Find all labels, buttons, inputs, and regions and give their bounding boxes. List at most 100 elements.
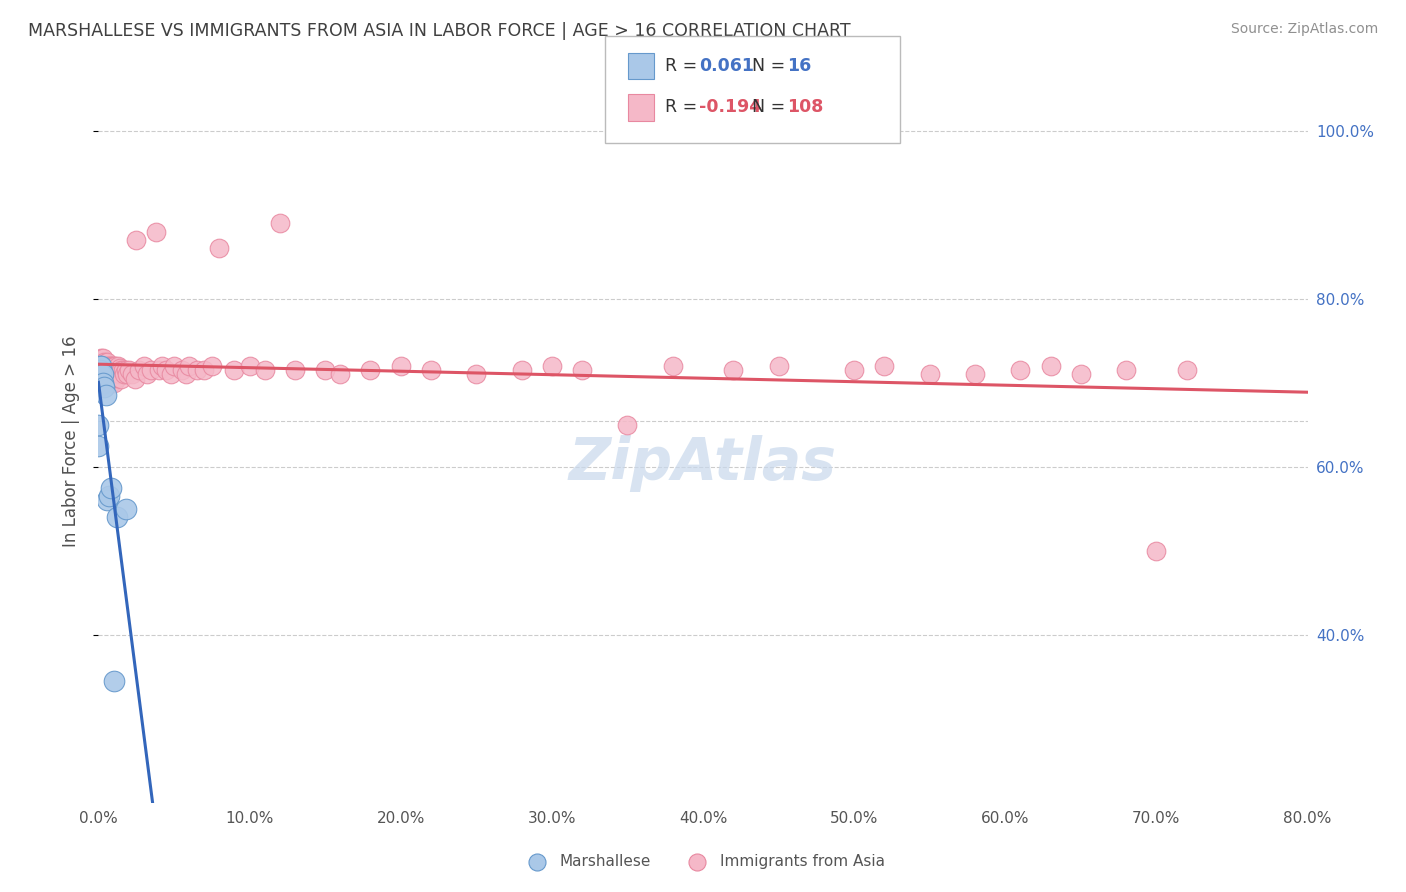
Point <box>1070 368 1092 382</box>
Point <box>124 371 146 385</box>
Point <box>239 359 262 373</box>
Point <box>89 380 111 394</box>
Point <box>918 368 941 382</box>
Point <box>114 363 136 377</box>
Point <box>105 370 128 384</box>
Point <box>108 360 131 375</box>
Point <box>115 368 138 382</box>
Point <box>723 363 745 377</box>
Point <box>98 368 121 382</box>
Point <box>114 501 136 516</box>
Point <box>91 368 114 382</box>
Point <box>104 363 127 377</box>
Point <box>105 360 128 375</box>
Point <box>94 388 117 402</box>
Point <box>128 363 150 377</box>
Point <box>87 359 110 373</box>
Point <box>100 376 122 390</box>
Point <box>91 376 114 390</box>
Point <box>96 359 118 373</box>
Point <box>141 363 163 377</box>
Point <box>661 359 683 373</box>
Y-axis label: In Labor Force | Age > 16: In Labor Force | Age > 16 <box>62 335 80 548</box>
Point <box>112 368 135 382</box>
Point <box>103 368 125 382</box>
Point <box>510 363 533 377</box>
Point <box>135 368 157 382</box>
Point <box>90 368 112 382</box>
Point <box>94 359 117 373</box>
Point <box>94 363 117 377</box>
Point <box>96 355 118 369</box>
Point <box>571 363 593 377</box>
Point <box>201 359 224 373</box>
Point <box>104 368 127 382</box>
Point <box>103 376 125 390</box>
Point <box>94 368 117 382</box>
Point <box>103 673 125 688</box>
Text: MARSHALLESE VS IMMIGRANTS FROM ASIA IN LABOR FORCE | AGE > 16 CORRELATION CHART: MARSHALLESE VS IMMIGRANTS FROM ASIA IN L… <box>28 22 851 40</box>
Text: 0.061: 0.061 <box>699 57 754 75</box>
Point <box>93 359 115 373</box>
Point <box>540 359 562 373</box>
Point <box>93 355 115 369</box>
Point <box>155 363 177 377</box>
Point <box>87 439 110 453</box>
Point <box>89 363 111 377</box>
Point <box>465 368 488 382</box>
Point <box>98 363 121 377</box>
Point <box>253 363 276 377</box>
Point <box>179 359 201 373</box>
Point <box>96 493 118 508</box>
Point <box>121 368 143 382</box>
Point <box>389 359 412 373</box>
Point <box>768 359 790 373</box>
Point <box>125 233 148 247</box>
Point <box>94 376 117 390</box>
Point <box>873 359 896 373</box>
Text: 16: 16 <box>787 57 811 75</box>
Text: -0.194: -0.194 <box>699 98 761 116</box>
Point <box>844 363 866 377</box>
Point <box>108 368 131 382</box>
Point <box>314 363 336 377</box>
Point <box>96 363 118 377</box>
Point <box>100 481 122 495</box>
Point <box>118 363 141 377</box>
Legend: Marshallese, Immigrants from Asia: Marshallese, Immigrants from Asia <box>515 847 891 875</box>
Point <box>100 363 122 377</box>
Point <box>269 216 291 230</box>
Point <box>170 363 193 377</box>
Point <box>1010 363 1032 377</box>
Point <box>87 417 110 432</box>
Text: ZipAtlas: ZipAtlas <box>569 434 837 491</box>
Point <box>91 351 114 365</box>
Point <box>103 359 125 373</box>
Point <box>1144 543 1167 558</box>
Point <box>89 363 111 377</box>
Point <box>103 363 125 377</box>
Point <box>90 359 112 373</box>
Point <box>91 363 114 377</box>
Point <box>174 368 197 382</box>
Point <box>160 368 183 382</box>
Point <box>111 363 134 377</box>
Point <box>93 363 115 377</box>
Point <box>208 241 231 255</box>
Point <box>132 359 155 373</box>
Point <box>87 376 110 390</box>
Point <box>101 368 124 382</box>
Point <box>93 371 115 385</box>
Point <box>1039 359 1062 373</box>
Point <box>105 366 128 380</box>
Point <box>100 368 122 382</box>
Point <box>163 359 186 373</box>
Point <box>90 368 112 382</box>
Point <box>145 225 167 239</box>
Point <box>96 371 118 385</box>
Point <box>90 359 112 373</box>
Point <box>91 371 114 385</box>
Point <box>105 510 128 524</box>
Point <box>89 368 111 382</box>
Point <box>150 359 173 373</box>
